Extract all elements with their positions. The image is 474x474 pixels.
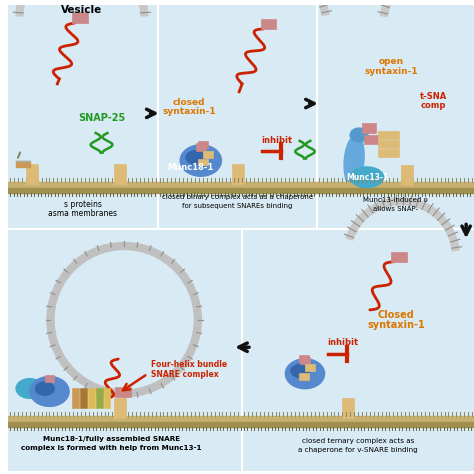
Polygon shape: [220, 0, 329, 15]
Bar: [45, 374, 54, 382]
Text: Munc18-1: Munc18-1: [167, 164, 213, 173]
Bar: [16, 161, 30, 167]
Ellipse shape: [186, 151, 206, 164]
Ellipse shape: [285, 359, 325, 389]
Bar: [198, 159, 208, 165]
Bar: [157, 5, 317, 229]
Text: syntaxin-1: syntaxin-1: [367, 319, 425, 329]
Text: closed binary complex acts as a chaperone: closed binary complex acts as a chaperon…: [162, 194, 313, 200]
Text: SNARE complex: SNARE complex: [151, 370, 219, 379]
Text: comp: comp: [421, 101, 447, 110]
Bar: [26, 164, 38, 184]
Bar: [317, 5, 474, 229]
Text: syntaxin-1: syntaxin-1: [365, 67, 418, 76]
Bar: [8, 416, 242, 422]
Ellipse shape: [344, 135, 364, 186]
Bar: [8, 188, 157, 193]
Bar: [317, 182, 474, 188]
Ellipse shape: [16, 379, 44, 398]
Bar: [261, 19, 276, 29]
Bar: [401, 165, 413, 185]
Text: asma membranes: asma membranes: [48, 209, 118, 218]
Bar: [392, 252, 407, 262]
Text: SNAP-25: SNAP-25: [78, 113, 125, 123]
Bar: [88, 389, 95, 408]
Bar: [157, 182, 317, 188]
Bar: [80, 389, 87, 408]
Bar: [196, 143, 206, 151]
Text: Four-helix bundle: Four-helix bundle: [151, 360, 227, 369]
Text: Munc13-induced o: Munc13-induced o: [363, 197, 428, 203]
Text: a chaperone for v-SNARE binding: a chaperone for v-SNARE binding: [298, 447, 418, 453]
Text: open: open: [379, 57, 404, 66]
Text: inhibit: inhibit: [262, 136, 293, 145]
Bar: [96, 389, 102, 408]
Bar: [72, 12, 88, 23]
Bar: [203, 151, 213, 157]
Bar: [115, 386, 131, 397]
Bar: [232, 164, 244, 184]
Ellipse shape: [180, 145, 221, 176]
Bar: [114, 398, 126, 418]
Bar: [342, 398, 354, 418]
Bar: [378, 140, 399, 148]
Bar: [301, 357, 310, 365]
Text: syntaxin-1: syntaxin-1: [162, 107, 216, 116]
Bar: [242, 422, 474, 427]
Bar: [103, 389, 110, 408]
Text: t-SNA: t-SNA: [420, 91, 447, 100]
Bar: [299, 355, 309, 362]
Bar: [305, 364, 315, 371]
Circle shape: [50, 246, 198, 393]
Bar: [8, 5, 157, 229]
Bar: [72, 389, 79, 408]
Text: Munc13-1: Munc13-1: [346, 173, 388, 182]
Polygon shape: [16, 0, 148, 16]
Text: Closed: Closed: [378, 310, 415, 320]
Text: closed ternary complex acts as: closed ternary complex acts as: [302, 438, 414, 444]
Text: Vesicle: Vesicle: [61, 5, 102, 15]
Bar: [242, 229, 474, 471]
Ellipse shape: [36, 382, 54, 395]
Bar: [198, 141, 208, 148]
Bar: [317, 188, 474, 193]
Text: Munc18-1/fully assembled SNARE: Munc18-1/fully assembled SNARE: [43, 436, 180, 442]
Ellipse shape: [30, 376, 69, 406]
Text: for subsequent SNAREs binding: for subsequent SNAREs binding: [182, 203, 292, 209]
Bar: [8, 182, 157, 188]
Bar: [378, 131, 399, 139]
Bar: [8, 229, 242, 471]
Ellipse shape: [350, 167, 383, 188]
Bar: [114, 164, 126, 184]
Ellipse shape: [291, 365, 310, 377]
Polygon shape: [346, 198, 459, 251]
Bar: [299, 373, 309, 380]
Bar: [157, 188, 317, 193]
Text: inhibit: inhibit: [328, 338, 359, 347]
Bar: [8, 422, 242, 427]
Text: closed: closed: [173, 99, 205, 108]
Bar: [362, 123, 376, 133]
Bar: [242, 416, 474, 422]
Text: s proteins: s proteins: [64, 200, 102, 209]
Text: allows SNAP-: allows SNAP-: [373, 206, 418, 211]
Bar: [378, 149, 399, 156]
Polygon shape: [381, 0, 474, 17]
Ellipse shape: [350, 128, 368, 142]
Bar: [364, 135, 378, 144]
Text: complex is formed with help from Munc13-1: complex is formed with help from Munc13-…: [21, 446, 201, 451]
